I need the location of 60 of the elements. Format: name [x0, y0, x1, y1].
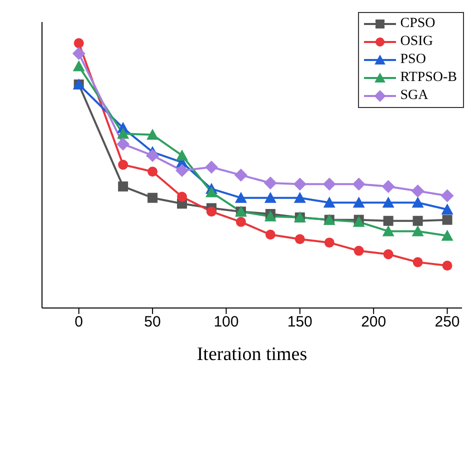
point: [412, 257, 423, 268]
point: [148, 192, 158, 203]
point: [205, 186, 218, 198]
x-tick-label: 250: [434, 314, 460, 331]
point: [294, 234, 305, 244]
point: [204, 160, 218, 174]
point: [411, 184, 424, 198]
point: [293, 178, 306, 191]
point: [176, 164, 188, 178]
point: [383, 216, 394, 226]
point: [72, 47, 86, 60]
point: [117, 128, 130, 139]
point: [177, 192, 187, 202]
point: [74, 38, 84, 48]
point: [206, 206, 216, 217]
point: [352, 178, 366, 191]
x-tick-label: 50: [144, 314, 161, 331]
legend-label: PSO: [400, 52, 426, 68]
point: [234, 168, 248, 182]
x-tick-label: 150: [287, 314, 312, 331]
legend-label: CPSO: [400, 16, 436, 32]
point: [265, 230, 276, 240]
point: [412, 225, 424, 236]
x-tick-label: 0: [74, 314, 84, 331]
point: [383, 249, 394, 260]
point: [148, 166, 158, 177]
x-tick-label: 100: [214, 314, 239, 331]
point: [441, 203, 454, 214]
point: [323, 196, 336, 208]
point: [146, 148, 160, 162]
point: [72, 60, 85, 72]
point: [382, 225, 394, 236]
point: [354, 246, 364, 256]
point: [234, 192, 247, 203]
x-tick-label: 200: [361, 314, 386, 331]
point: [294, 192, 306, 203]
point: [442, 214, 452, 225]
legend-label: RTPSO-B: [400, 70, 457, 86]
legend-label: SGA: [400, 88, 428, 104]
point: [442, 260, 452, 271]
point: [116, 138, 130, 151]
point: [236, 216, 246, 227]
point: [146, 128, 159, 140]
point: [264, 176, 277, 190]
point: [382, 196, 394, 208]
legend-label: OSIG: [400, 34, 433, 50]
point: [264, 192, 276, 203]
point: [441, 230, 454, 241]
point: [412, 216, 423, 226]
point: [382, 180, 395, 193]
point: [118, 160, 128, 170]
x-axis-title: Iteration times: [196, 344, 308, 365]
point: [264, 210, 276, 222]
point: [412, 196, 424, 208]
point: [118, 181, 128, 192]
point: [176, 149, 188, 160]
point: [352, 196, 365, 208]
point: [440, 189, 454, 202]
point: [324, 238, 334, 248]
point: [322, 178, 336, 191]
